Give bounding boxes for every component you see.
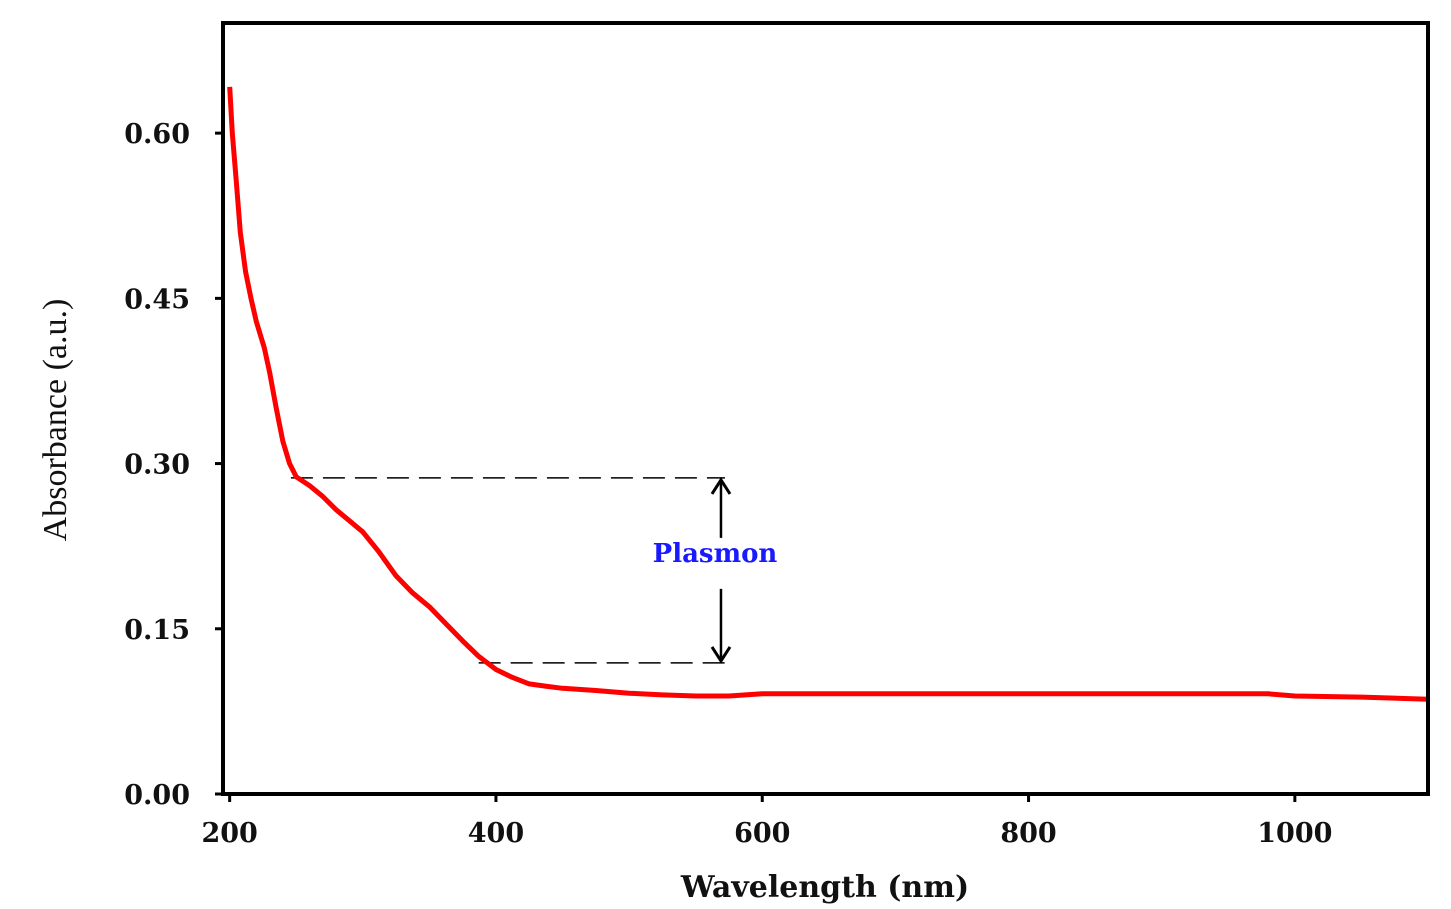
x-axis-label: Wavelength (nm) <box>680 870 969 905</box>
x-tick-label: 800 <box>1000 818 1056 849</box>
arrow-up-head <box>710 477 732 495</box>
x-tick-label: 600 <box>734 818 790 849</box>
arrow-down-head <box>710 646 732 664</box>
x-tick-label: 1000 <box>1257 818 1332 849</box>
plasmon-annotation: Plasmon <box>653 539 778 569</box>
axis-ticks: 200 400 600 800 1000 0.00 0.15 0.30 0.45 0.60 <box>124 119 1332 849</box>
y-tick-label: 0.15 <box>124 615 190 646</box>
y-tick-label: 0.60 <box>124 119 190 150</box>
x-tick-label: 400 <box>468 818 524 849</box>
y-tick-label: 0.45 <box>124 284 190 315</box>
absorbance-series-line <box>227 86 1429 702</box>
y-tick-label: 0.30 <box>124 450 190 481</box>
y-tick-label: 0.00 <box>124 780 190 811</box>
y-axis-label: Absorbance (a.u.) <box>37 299 74 542</box>
plot-area <box>227 86 1429 702</box>
x-tick-label: 200 <box>201 818 257 849</box>
plot-frame <box>221 21 1430 796</box>
